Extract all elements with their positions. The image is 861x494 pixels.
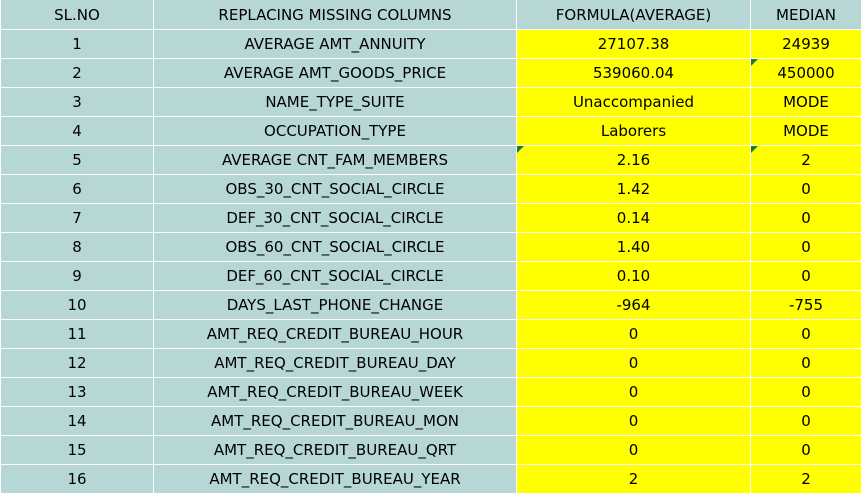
- cell-median[interactable]: 0: [751, 349, 861, 378]
- table-row: 15 AMT_REQ_CREDIT_BUREAU_QRT 0 0: [1, 436, 861, 465]
- cell-slno[interactable]: 16: [1, 465, 154, 494]
- cell-median[interactable]: 0: [751, 262, 861, 291]
- cell-formula[interactable]: 0: [517, 407, 751, 436]
- cell-column-name[interactable]: AVERAGE AMT_ANNUITY: [154, 30, 517, 59]
- cell-column-name[interactable]: AMT_REQ_CREDIT_BUREAU_MON: [154, 407, 517, 436]
- cell-median[interactable]: 0: [751, 175, 861, 204]
- cell-median[interactable]: 0: [751, 407, 861, 436]
- cell-median[interactable]: MODE: [751, 88, 861, 117]
- cell-column-name[interactable]: AMT_REQ_CREDIT_BUREAU_WEEK: [154, 378, 517, 407]
- cell-slno[interactable]: 8: [1, 233, 154, 262]
- cell-column-name[interactable]: AMT_REQ_CREDIT_BUREAU_YEAR: [154, 465, 517, 494]
- table-row: 2 AVERAGE AMT_GOODS_PRICE 539060.04 4500…: [1, 59, 861, 88]
- table-row: 1 AVERAGE AMT_ANNUITY 27107.38 24939: [1, 30, 861, 59]
- cell-median[interactable]: MODE: [751, 117, 861, 146]
- cell-median[interactable]: 0: [751, 378, 861, 407]
- cell-column-name[interactable]: DEF_30_CNT_SOCIAL_CIRCLE: [154, 204, 517, 233]
- table-row: 4 OCCUPATION_TYPE Laborers MODE: [1, 117, 861, 146]
- cell-median[interactable]: 0: [751, 233, 861, 262]
- cell-median[interactable]: 2: [751, 465, 861, 494]
- header-slno[interactable]: SL.NO: [1, 0, 154, 30]
- cell-formula[interactable]: 2: [517, 465, 751, 494]
- cell-median[interactable]: -755: [751, 291, 861, 320]
- cell-formula[interactable]: 27107.38: [517, 30, 751, 59]
- cell-formula[interactable]: Laborers: [517, 117, 751, 146]
- header-median[interactable]: MEDIAN: [751, 0, 861, 30]
- cell-median[interactable]: 0: [751, 436, 861, 465]
- cell-column-name[interactable]: NAME_TYPE_SUITE: [154, 88, 517, 117]
- cell-formula[interactable]: 0: [517, 320, 751, 349]
- table-row: 14 AMT_REQ_CREDIT_BUREAU_MON 0 0: [1, 407, 861, 436]
- cell-formula[interactable]: 539060.04: [517, 59, 751, 88]
- cell-column-name[interactable]: AMT_REQ_CREDIT_BUREAU_QRT: [154, 436, 517, 465]
- header-column-name[interactable]: REPLACING MISSING COLUMNS: [154, 0, 517, 30]
- cell-median[interactable]: 2: [751, 146, 861, 175]
- cell-slno[interactable]: 9: [1, 262, 154, 291]
- cell-column-name[interactable]: AVERAGE AMT_GOODS_PRICE: [154, 59, 517, 88]
- cell-slno[interactable]: 15: [1, 436, 154, 465]
- cell-slno[interactable]: 13: [1, 378, 154, 407]
- table-row: 11 AMT_REQ_CREDIT_BUREAU_HOUR 0 0: [1, 320, 861, 349]
- header-formula[interactable]: FORMULA(AVERAGE): [517, 0, 751, 30]
- cell-column-name[interactable]: AVERAGE CNT_FAM_MEMBERS: [154, 146, 517, 175]
- cell-slno[interactable]: 7: [1, 204, 154, 233]
- cell-median[interactable]: 450000: [751, 59, 861, 88]
- table-row: 5 AVERAGE CNT_FAM_MEMBERS 2.16 2: [1, 146, 861, 175]
- cell-slno[interactable]: 6: [1, 175, 154, 204]
- cell-column-name[interactable]: DEF_60_CNT_SOCIAL_CIRCLE: [154, 262, 517, 291]
- header-row: SL.NO REPLACING MISSING COLUMNS FORMULA(…: [1, 0, 861, 30]
- cell-median[interactable]: 0: [751, 320, 861, 349]
- cell-formula[interactable]: 1.40: [517, 233, 751, 262]
- cell-slno[interactable]: 4: [1, 117, 154, 146]
- cell-median[interactable]: 24939: [751, 30, 861, 59]
- table-row: 9 DEF_60_CNT_SOCIAL_CIRCLE 0.10 0: [1, 262, 861, 291]
- cell-formula[interactable]: 1.42: [517, 175, 751, 204]
- cell-formula[interactable]: 0: [517, 378, 751, 407]
- table-row: 8 OBS_60_CNT_SOCIAL_CIRCLE 1.40 0: [1, 233, 861, 262]
- cell-column-name[interactable]: OCCUPATION_TYPE: [154, 117, 517, 146]
- cell-formula[interactable]: 0.14: [517, 204, 751, 233]
- cell-column-name[interactable]: OBS_30_CNT_SOCIAL_CIRCLE: [154, 175, 517, 204]
- cell-median[interactable]: 0: [751, 204, 861, 233]
- table-row: 16 AMT_REQ_CREDIT_BUREAU_YEAR 2 2: [1, 465, 861, 494]
- cell-slno[interactable]: 14: [1, 407, 154, 436]
- cell-column-name[interactable]: AMT_REQ_CREDIT_BUREAU_HOUR: [154, 320, 517, 349]
- cell-slno[interactable]: 10: [1, 291, 154, 320]
- cell-slno[interactable]: 5: [1, 146, 154, 175]
- cell-formula[interactable]: 0: [517, 436, 751, 465]
- table-row: 7 DEF_30_CNT_SOCIAL_CIRCLE 0.14 0: [1, 204, 861, 233]
- cell-formula[interactable]: 0.10: [517, 262, 751, 291]
- table-row: 12 AMT_REQ_CREDIT_BUREAU_DAY 0 0: [1, 349, 861, 378]
- table-row: 6 OBS_30_CNT_SOCIAL_CIRCLE 1.42 0: [1, 175, 861, 204]
- cell-formula[interactable]: 0: [517, 349, 751, 378]
- cell-slno[interactable]: 11: [1, 320, 154, 349]
- cell-slno[interactable]: 2: [1, 59, 154, 88]
- cell-formula[interactable]: Unaccompanied: [517, 88, 751, 117]
- cell-slno[interactable]: 12: [1, 349, 154, 378]
- cell-column-name[interactable]: DAYS_LAST_PHONE_CHANGE: [154, 291, 517, 320]
- cell-formula[interactable]: 2.16: [517, 146, 751, 175]
- table-row: 13 AMT_REQ_CREDIT_BUREAU_WEEK 0 0: [1, 378, 861, 407]
- cell-formula[interactable]: -964: [517, 291, 751, 320]
- table-row: 3 NAME_TYPE_SUITE Unaccompanied MODE: [1, 88, 861, 117]
- cell-column-name[interactable]: AMT_REQ_CREDIT_BUREAU_DAY: [154, 349, 517, 378]
- table-row: 10 DAYS_LAST_PHONE_CHANGE -964 -755: [1, 291, 861, 320]
- cell-slno[interactable]: 1: [1, 30, 154, 59]
- cell-column-name[interactable]: OBS_60_CNT_SOCIAL_CIRCLE: [154, 233, 517, 262]
- cell-slno[interactable]: 3: [1, 88, 154, 117]
